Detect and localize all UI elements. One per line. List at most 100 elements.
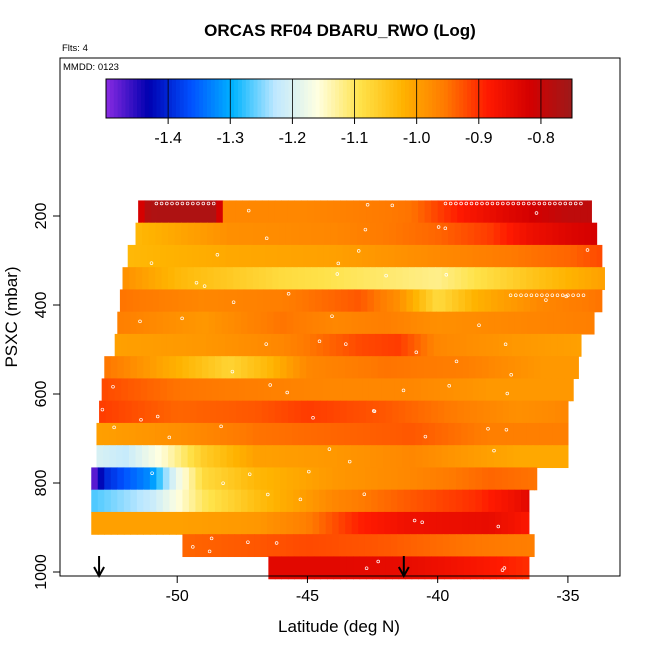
heatmap-cell [101,378,109,402]
heatmap-cell [345,534,353,558]
heatmap-cell [234,511,242,535]
heatmap-cell [517,289,525,313]
observation-marker [138,319,142,324]
heatmap-cell [162,311,170,335]
heatmap-cell [311,445,319,469]
observation-marker [579,201,583,206]
heatmap-cell [333,400,341,424]
colorbar-cell [133,79,138,118]
heatmap-cell [129,267,137,291]
heatmap-cell [169,489,177,513]
heatmap-cell [200,267,208,291]
heatmap-cell [362,244,370,268]
heatmap-cell [472,333,480,357]
heatmap-cell [254,511,262,535]
heatmap-cell [362,378,370,402]
heatmap-cell [468,356,477,380]
heatmap-cell [429,467,437,491]
heatmap-cell [238,244,246,268]
heatmap-cell [359,556,367,580]
heatmap-cell [452,289,460,313]
heatmap-cell [156,311,164,335]
heatmap-cell [343,445,352,469]
heatmap-cell [368,378,376,402]
heatmap-cell [284,244,292,268]
heatmap-cell [513,267,521,291]
heatmap-cell [122,422,130,446]
heatmap-cell [237,289,245,313]
heatmap-cell [498,244,506,268]
heatmap-cell [345,467,353,491]
heatmap-cell [241,511,249,535]
heatmap-cell [448,445,456,469]
heatmap-cell [317,422,325,446]
heatmap-cell [351,356,359,380]
heatmap-cell [307,400,315,424]
observation-marker [149,261,154,265]
colorbar-cell [482,79,488,118]
heatmap-cell [228,467,236,491]
heatmap-cell [390,511,398,535]
heatmap-cell [182,489,190,513]
observation-marker [480,201,484,206]
heatmap-cell [304,445,312,469]
heatmap-cell [255,200,263,224]
heatmap-cell [420,244,428,268]
heatmap-cell [289,289,297,313]
heatmap-cell [468,511,477,535]
heatmap-cell [147,378,155,402]
heatmap-cell [493,445,501,469]
heatmap-cell [564,378,572,402]
heatmap-cell [340,556,348,580]
heatmap-cell [394,333,402,357]
heatmap-cell [488,511,496,535]
heatmap-cell [372,400,380,424]
heatmap-cell [521,467,529,491]
heatmap-cell [570,378,574,402]
heatmap-cell [286,489,294,513]
heatmap-cell [319,356,327,380]
heatmap-cell [493,222,501,246]
heatmap-cell [389,422,397,446]
heatmap-cell [350,267,358,291]
heatmap-cell [234,356,242,380]
flight-arrows [93,556,410,579]
observation-marker [563,201,568,206]
heatmap-cell [121,333,129,357]
heatmap-cell [402,422,410,446]
colorbar-cell [304,79,309,118]
heatmap-cell [394,378,402,402]
heatmap-cell [422,222,430,246]
colorbar-cell [401,79,406,118]
heatmap-cell [265,445,273,469]
heatmap-cell [246,445,254,469]
colorbar-cell [269,79,274,118]
heatmap-cell [162,356,170,380]
heatmap-cell [291,222,299,246]
heatmap-band [91,489,530,513]
heatmap-cell [382,222,391,246]
observation-marker [568,201,573,206]
chart-title: ORCAS RF04 DBARU_RWO (Log) [204,21,476,40]
heatmap-cell [541,200,549,224]
heatmap-cell [297,378,305,402]
heatmap-cell [385,556,393,580]
colorbar-cell [455,79,460,118]
heatmap-cell [489,200,497,224]
colorbar-cell [311,79,317,118]
heatmap-cell [280,356,288,380]
heatmap-cell [220,222,228,246]
observation-marker [264,342,268,346]
heatmap-cell [334,289,342,313]
heatmap-cell [267,489,275,513]
heatmap-cell [328,289,336,313]
heatmap-cell [324,222,332,246]
heatmap-cell [148,445,156,469]
heatmap-cell [287,200,296,224]
heatmap-cell [168,267,176,291]
colorbar-cell [172,79,177,118]
heatmap-cell [577,244,585,268]
heatmap-cell [579,311,587,335]
observation-marker [501,201,505,206]
heatmap-cell [246,267,254,291]
